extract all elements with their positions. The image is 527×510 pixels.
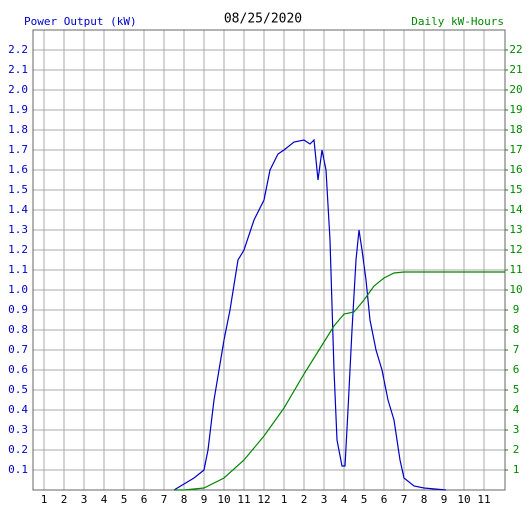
- y2-tick-label: 4: [513, 403, 520, 416]
- y-tick-label: 0.5: [8, 383, 28, 396]
- y2-tick-label: 15: [509, 183, 522, 196]
- y-tick-label: 0.2: [8, 443, 28, 456]
- y-tick-label: 1.8: [8, 123, 28, 136]
- x-tick-label: 1: [281, 493, 288, 506]
- y2-tick-label: 2: [513, 443, 520, 456]
- plot-border: [32, 29, 506, 491]
- x-tick-label: 6: [381, 493, 388, 506]
- y2-tick-label: 10: [509, 283, 522, 296]
- y2-tick-label: 14: [509, 203, 523, 216]
- y-tick-label: 1.6: [8, 163, 28, 176]
- y2-tick-label: 20: [509, 83, 522, 96]
- x-tick-label: 1: [41, 493, 48, 506]
- x-tick-label: 8: [421, 493, 428, 506]
- y-tick-label: 1.0: [8, 283, 28, 296]
- y-tick-label: 2.1: [8, 63, 28, 76]
- y2-tick-label: 7: [513, 343, 520, 356]
- y-tick-label: 0.8: [8, 323, 28, 336]
- x-tick-label: 7: [401, 493, 408, 506]
- x-tick-label: 3: [321, 493, 328, 506]
- x-tick-label: 10: [217, 493, 230, 506]
- y2-tick-label: 22: [509, 43, 522, 56]
- y2-tick-label: 3: [513, 423, 520, 436]
- y-tick-label: 0.7: [8, 343, 28, 356]
- y-tick-label: 2.2: [8, 43, 28, 56]
- y-tick-label: 1.9: [8, 103, 28, 116]
- x-tick-label: 2: [301, 493, 308, 506]
- y-tick-label: 1.5: [8, 183, 28, 196]
- y2-tick-label: 21: [509, 63, 522, 76]
- x-tick-label: 2: [61, 493, 68, 506]
- y-tick-label: 0.9: [8, 303, 28, 316]
- y2-tick-label: 9: [513, 303, 520, 316]
- y-tick-label: 1.1: [8, 263, 28, 276]
- y2-tick-label: 6: [513, 363, 520, 376]
- y2-tick-label: 11: [509, 263, 522, 276]
- y2-tick-label: 5: [513, 383, 520, 396]
- x-tick-label: 10: [457, 493, 470, 506]
- x-tick-label: 5: [121, 493, 128, 506]
- data-line: [173, 138, 447, 491]
- y-tick-label: 0.6: [8, 363, 28, 376]
- x-tick-label: 9: [441, 493, 448, 506]
- x-tick-label: 4: [101, 493, 108, 506]
- y-tick-label: 1.2: [8, 243, 28, 256]
- x-tick-label: 8: [181, 493, 188, 506]
- y-tick-label: 0.1: [8, 463, 28, 476]
- y-tick-label: 1.4: [8, 203, 28, 216]
- x-tick-label: 9: [201, 493, 208, 506]
- y2-axis-label: Daily kW-Hours: [411, 15, 504, 28]
- x-tick-label: 11: [237, 493, 250, 506]
- y2-tick-label: 19: [509, 103, 522, 116]
- y2-tick-label: 16: [509, 163, 522, 176]
- y2-tick-label: 17: [509, 143, 522, 156]
- y-tick-label: 0.4: [8, 403, 28, 416]
- y2-tick-label: 18: [509, 123, 522, 136]
- x-tick-label: 11: [477, 493, 490, 506]
- y2-tick-label: 12: [509, 243, 522, 256]
- x-tick-label: 5: [361, 493, 368, 506]
- y2-tick-label: 13: [509, 223, 522, 236]
- chart-title: 08/25/2020: [224, 12, 302, 27]
- data-line: [174, 271, 505, 491]
- x-tick-label: 6: [141, 493, 148, 506]
- y2-tick-label: 1: [513, 463, 520, 476]
- y-tick-label: 0.3: [8, 423, 28, 436]
- x-tick-label: 4: [341, 493, 348, 506]
- y-tick-label: 2.0: [8, 83, 28, 96]
- y-tick-label: 1.3: [8, 223, 28, 236]
- y2-tick-label: 8: [513, 323, 520, 336]
- x-tick-label: 3: [81, 493, 88, 506]
- y-axis-label: Power Output (kW): [24, 15, 137, 28]
- x-tick-label: 12: [257, 493, 270, 506]
- x-tick-label: 7: [161, 493, 168, 506]
- y-tick-label: 1.7: [8, 143, 28, 156]
